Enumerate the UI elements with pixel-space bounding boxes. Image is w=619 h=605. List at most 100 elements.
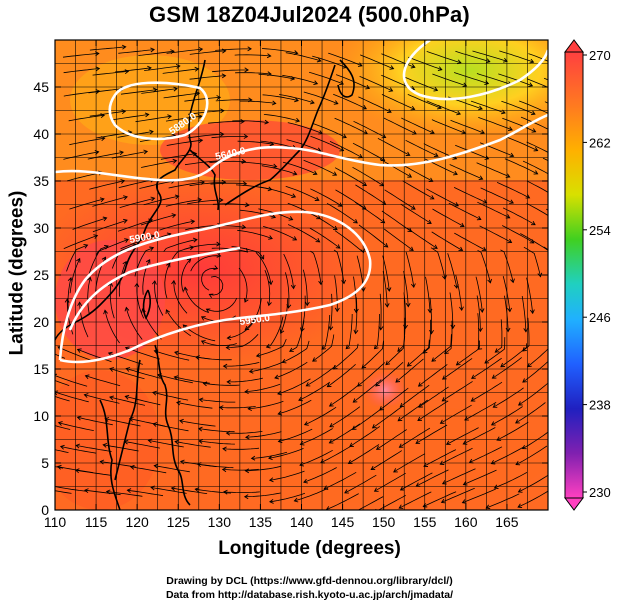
streamline-arrow xyxy=(470,397,476,402)
streamline-arrow xyxy=(461,129,467,135)
streamline-arrow xyxy=(124,69,130,75)
streamline xyxy=(312,55,347,68)
streamline-arrow xyxy=(412,130,417,135)
streamline-arrow xyxy=(431,357,437,362)
streamline xyxy=(298,381,331,401)
streamline xyxy=(245,431,282,438)
streamline xyxy=(303,159,337,176)
streamline-arrow xyxy=(397,416,403,422)
streamline xyxy=(399,491,432,509)
streamline-arrow xyxy=(329,422,335,428)
streamline xyxy=(416,469,449,487)
streamline-arrow xyxy=(410,105,416,111)
streamline-arrow xyxy=(104,244,109,250)
streamline xyxy=(120,89,157,95)
streamline xyxy=(201,267,218,291)
streamline-arrow xyxy=(152,422,158,427)
streamline xyxy=(370,450,403,470)
streamline xyxy=(526,277,534,314)
streamline-arrow xyxy=(244,202,250,208)
streamline-arrow xyxy=(226,335,232,341)
streamline-arrow xyxy=(468,458,474,464)
streamline-arrow xyxy=(259,254,265,260)
streamline-arrow xyxy=(102,216,108,222)
streamline xyxy=(227,318,257,339)
streamline-arrow xyxy=(182,324,188,329)
streamline-arrow xyxy=(501,109,506,115)
streamline xyxy=(69,137,105,146)
streamline-arrow xyxy=(517,488,523,493)
streamline xyxy=(377,138,410,156)
streamline-arrow xyxy=(445,440,451,446)
streamline xyxy=(527,348,548,368)
streamline-arrow xyxy=(128,416,134,422)
streamline-arrow xyxy=(123,195,128,201)
streamline xyxy=(96,239,129,255)
streamline-arrow xyxy=(537,272,543,278)
streamline xyxy=(212,203,249,206)
colorbar-tick-label: 254 xyxy=(589,223,611,238)
streamline-arrow xyxy=(245,434,250,440)
streamline-arrow xyxy=(244,325,250,331)
streamline xyxy=(423,319,431,354)
streamline-arrow xyxy=(551,174,555,178)
streamline xyxy=(463,427,496,445)
streamline xyxy=(63,151,99,160)
streamline-arrow xyxy=(122,218,128,224)
streamline xyxy=(518,383,548,406)
streamline-arrow xyxy=(167,114,172,120)
streamline xyxy=(285,185,319,201)
streamline xyxy=(403,292,406,329)
x-tick-label: 145 xyxy=(331,514,355,530)
streamline-arrow xyxy=(298,396,303,402)
streamline-arrow xyxy=(243,494,249,500)
streamline xyxy=(299,449,333,466)
streamline-arrow xyxy=(174,350,179,356)
streamline xyxy=(159,220,195,231)
streamline xyxy=(502,207,536,226)
streamline xyxy=(526,180,548,193)
streamline xyxy=(239,100,276,104)
streamline-arrow xyxy=(197,197,203,203)
streamline-arrow xyxy=(75,443,81,449)
x-tick-label: 135 xyxy=(249,514,273,530)
streamline xyxy=(174,376,210,384)
streamline xyxy=(227,377,263,383)
streamline xyxy=(520,116,548,130)
streamline-arrow xyxy=(218,405,224,411)
streamline xyxy=(328,52,363,67)
streamline-arrow xyxy=(410,283,416,289)
streamline xyxy=(448,202,481,220)
streamline xyxy=(285,52,321,62)
streamline-arrow xyxy=(124,306,130,312)
streamline-arrow xyxy=(494,348,500,353)
x-tick-label: 120 xyxy=(125,514,149,530)
streamline-arrow xyxy=(417,382,423,387)
streamline xyxy=(166,309,192,337)
streamline xyxy=(160,153,197,160)
streamline-arrow xyxy=(551,346,555,350)
streamline-arrow xyxy=(453,170,458,176)
streamline xyxy=(117,131,154,138)
streamline-arrow xyxy=(120,179,126,184)
streamline-arrow xyxy=(383,243,389,248)
streamline xyxy=(454,232,486,251)
streamline xyxy=(345,313,353,349)
streamline xyxy=(320,444,353,463)
streamline-arrow xyxy=(523,328,529,333)
streamline-arrow xyxy=(399,486,405,491)
streamline-arrow xyxy=(405,151,411,156)
streamline xyxy=(478,117,513,131)
streamline xyxy=(442,381,473,402)
streamline-arrow xyxy=(147,65,152,71)
streamline xyxy=(397,399,428,422)
streamline xyxy=(491,406,523,426)
streamline-arrow xyxy=(216,95,222,100)
streamline xyxy=(330,293,333,330)
streamline xyxy=(426,100,461,115)
streamline xyxy=(282,161,317,175)
streamline xyxy=(333,343,359,370)
streamline xyxy=(261,165,297,175)
streamline xyxy=(310,188,343,207)
